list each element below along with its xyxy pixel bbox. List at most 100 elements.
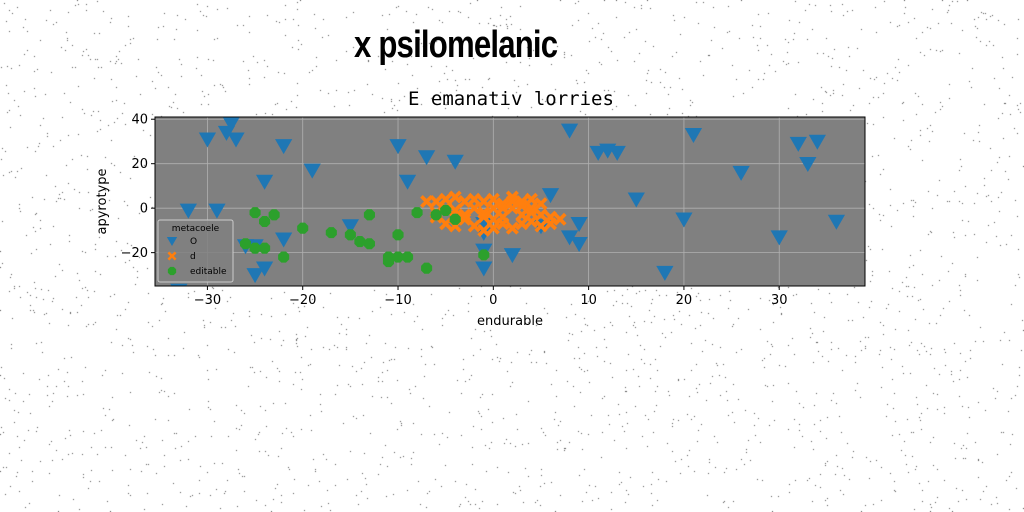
data-point — [446, 154, 464, 170]
data-point — [448, 190, 462, 204]
data-point — [448, 203, 462, 217]
data-point — [268, 209, 280, 221]
data-point — [505, 195, 519, 208]
series-layer — [170, 117, 846, 286]
data-point — [656, 265, 674, 281]
legend-marker — [167, 266, 177, 276]
data-point — [249, 242, 261, 254]
data-point — [458, 195, 472, 208]
data-point — [467, 192, 481, 206]
data-point — [732, 165, 750, 181]
data-point — [170, 283, 188, 286]
data-point — [608, 145, 626, 161]
data-point — [486, 192, 500, 206]
data-point — [363, 238, 375, 250]
y-tick-label: 20 — [131, 157, 148, 172]
figure-title: x psilomelanic — [354, 24, 558, 66]
data-point — [570, 216, 588, 232]
data-point — [560, 123, 579, 139]
data-point — [198, 132, 217, 148]
data-point — [505, 221, 519, 235]
data-point — [503, 248, 522, 264]
legend-label: editable — [190, 267, 227, 277]
data-point — [392, 251, 404, 263]
y-axis-label: apyrotype — [95, 169, 110, 235]
data-point — [249, 207, 261, 219]
data-point — [275, 139, 293, 155]
data-point — [246, 268, 264, 284]
legend: metacoele Od editable — [157, 219, 234, 283]
data-point — [417, 150, 436, 166]
legend-title: metacoele — [172, 224, 220, 234]
y-tick-label: 40 — [131, 113, 148, 128]
data-point — [627, 192, 645, 208]
data-point — [560, 230, 579, 246]
data-point — [429, 195, 443, 208]
data-point — [467, 219, 481, 233]
data-point — [275, 232, 293, 248]
data-point — [770, 230, 788, 246]
data-point — [827, 214, 846, 230]
data-point — [341, 219, 359, 235]
legend-marker — [167, 251, 177, 261]
data-point — [799, 156, 817, 172]
axes: −30 −20 −10 0 10 20 30 −20 0 20 40 — [121, 113, 788, 308]
data-point — [486, 221, 500, 235]
data-point — [255, 174, 274, 190]
data-point — [278, 251, 290, 263]
legend-label: O — [190, 237, 197, 247]
data-point — [421, 262, 433, 274]
data-point — [477, 210, 491, 224]
data-point — [179, 203, 197, 219]
legend-label: d — [190, 252, 196, 262]
data-point — [259, 215, 271, 228]
data-point — [477, 195, 491, 208]
data-point — [589, 145, 607, 161]
data-point — [534, 208, 548, 222]
data-point — [684, 128, 703, 144]
data-point — [239, 238, 252, 250]
data-point — [259, 242, 271, 254]
data-point — [475, 261, 493, 277]
data-point — [570, 237, 588, 252]
data-point — [439, 217, 453, 231]
data-point — [440, 204, 452, 216]
data-point — [534, 219, 548, 233]
data-point — [553, 212, 567, 226]
x-tick-label: −10 — [384, 293, 411, 308]
data-point — [297, 222, 309, 234]
series-d — [420, 190, 567, 237]
legend-marker — [166, 236, 178, 246]
data-point — [208, 203, 226, 219]
series-editable — [239, 204, 490, 274]
x-tick-label: −20 — [289, 293, 316, 308]
data-point — [389, 139, 407, 155]
data-point — [675, 212, 693, 228]
legend-box — [157, 219, 234, 283]
data-point — [303, 163, 321, 179]
y-tick-label: −20 — [121, 246, 148, 261]
x-tick-label: 30 — [771, 293, 788, 308]
data-point — [515, 199, 529, 213]
data-point — [363, 209, 375, 221]
data-point — [449, 213, 461, 225]
x-tick-label: 20 — [676, 293, 693, 308]
data-point — [420, 195, 434, 208]
data-point — [541, 188, 560, 204]
data-point — [325, 227, 337, 239]
data-point — [382, 255, 395, 268]
x-axis-label: endurable — [477, 314, 543, 329]
data-point — [496, 201, 510, 215]
plot-frame — [154, 116, 866, 287]
data-point — [402, 251, 414, 263]
data-point — [789, 136, 807, 152]
x-tick-label: 0 — [489, 293, 497, 308]
data-point — [398, 174, 417, 190]
series-O — [170, 117, 846, 286]
x-tick-label: −30 — [194, 293, 221, 308]
chart-title: E emanativ lorries — [408, 88, 614, 110]
data-point — [227, 132, 245, 148]
data-point — [478, 249, 490, 261]
data-point — [255, 261, 274, 277]
